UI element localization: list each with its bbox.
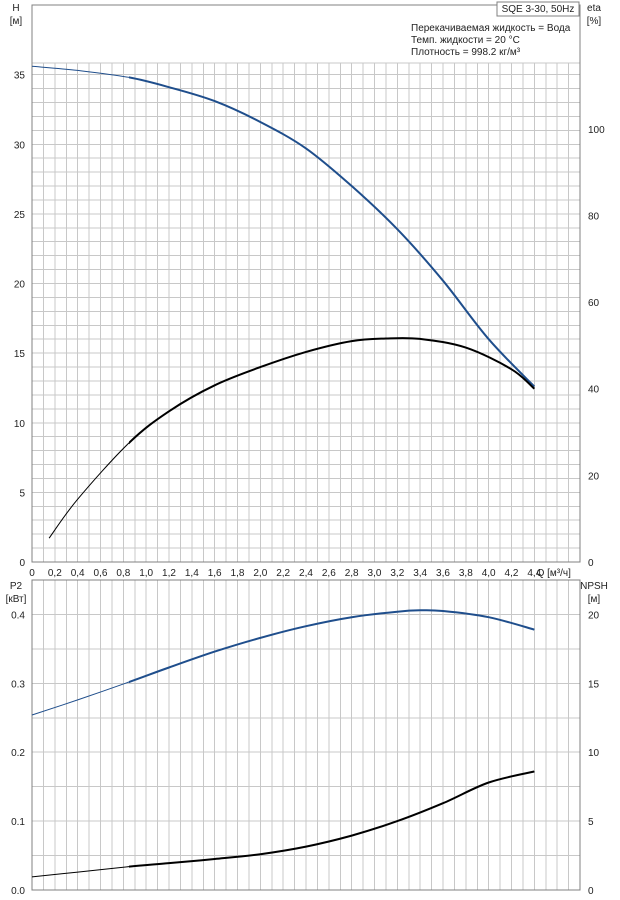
right-axis-unit: [%] bbox=[587, 16, 602, 27]
left-tick-label: 10 bbox=[14, 419, 26, 430]
left-tick-label: 0.1 bbox=[11, 817, 25, 828]
x-tick-label: 2,4 bbox=[299, 568, 313, 579]
left-tick-label: 15 bbox=[14, 349, 26, 360]
right-tick-label: 15 bbox=[588, 679, 600, 690]
left-tick-label: 0.3 bbox=[11, 679, 25, 690]
right-tick-label: 40 bbox=[588, 385, 600, 396]
series-line-thin bbox=[48, 337, 535, 539]
left-tick-label: 35 bbox=[14, 71, 26, 82]
x-tick-label: 2,2 bbox=[276, 568, 290, 579]
x-tick-label: 0 bbox=[29, 568, 35, 579]
series-line bbox=[129, 76, 536, 388]
left-tick-label: 30 bbox=[14, 140, 26, 151]
right-tick-label: 100 bbox=[588, 125, 605, 136]
x-tick-label: 3,2 bbox=[390, 568, 404, 579]
chart-note: Темп. жидкости = 20 °C bbox=[411, 35, 520, 46]
left-axis-title: H bbox=[12, 3, 19, 14]
x-tick-label: 4,2 bbox=[505, 568, 519, 579]
x-tick-label: 3,6 bbox=[436, 568, 450, 579]
left-tick-label: 0.2 bbox=[11, 748, 25, 759]
x-tick-label: 3,8 bbox=[459, 568, 473, 579]
series-line bbox=[129, 336, 535, 445]
x-tick-label: 2,6 bbox=[322, 568, 336, 579]
right-tick-label: 5 bbox=[588, 817, 594, 828]
left-axis-unit: [м] bbox=[10, 16, 23, 27]
right-tick-label: 0 bbox=[588, 886, 594, 897]
x-tick-label: 0,8 bbox=[116, 568, 130, 579]
right-tick-label: 60 bbox=[588, 298, 600, 309]
right-axis-unit: [м] bbox=[588, 594, 601, 605]
left-tick-label: 0 bbox=[19, 558, 25, 569]
series-line bbox=[129, 609, 535, 684]
x-tick-label: 1,2 bbox=[162, 568, 176, 579]
plot-frame bbox=[31, 579, 581, 891]
left-tick-label: 20 bbox=[14, 280, 26, 291]
x-tick-label: 1,4 bbox=[185, 568, 199, 579]
right-tick-label: 80 bbox=[588, 211, 600, 222]
x-tick-label: 4,0 bbox=[482, 568, 496, 579]
right-axis-title: NPSH bbox=[580, 581, 608, 592]
x-tick-label: 1,0 bbox=[139, 568, 153, 579]
left-axis-unit: [кВт] bbox=[6, 594, 27, 605]
x-tick-label: 2,8 bbox=[345, 568, 359, 579]
right-tick-label: 20 bbox=[588, 610, 600, 621]
x-tick-label: 3,0 bbox=[368, 568, 382, 579]
x-tick-label: 3,4 bbox=[413, 568, 427, 579]
x-axis-label: Q [м³/ч] bbox=[537, 568, 572, 579]
x-tick-label: 0,4 bbox=[71, 568, 85, 579]
x-tick-label: 4,4 bbox=[527, 568, 541, 579]
right-tick-label: 20 bbox=[588, 471, 600, 482]
chart-note: Плотность = 998.2 кг/м³ bbox=[411, 47, 521, 58]
title-box bbox=[496, 1, 580, 17]
chart-note: Перекачиваемая жидкость = Вода bbox=[411, 23, 571, 34]
left-tick-label: 0.4 bbox=[11, 610, 25, 621]
x-tick-label: 0,6 bbox=[94, 568, 108, 579]
x-tick-label: 2,0 bbox=[253, 568, 267, 579]
series-line bbox=[129, 770, 535, 868]
chart-title: SQE 3-30, 50Hz bbox=[502, 4, 575, 15]
x-tick-label: 1,8 bbox=[231, 568, 245, 579]
x-tick-label: 0,2 bbox=[48, 568, 62, 579]
left-tick-label: 5 bbox=[19, 488, 25, 499]
left-axis-title: P2 bbox=[10, 581, 23, 592]
plot-frame bbox=[31, 4, 581, 563]
right-tick-label: 10 bbox=[588, 748, 600, 759]
x-tick-label: 1,6 bbox=[208, 568, 222, 579]
right-axis-title: eta bbox=[587, 3, 601, 14]
left-tick-label: 0.0 bbox=[11, 886, 25, 897]
right-tick-label: 0 bbox=[588, 558, 594, 569]
left-tick-label: 25 bbox=[14, 210, 26, 221]
